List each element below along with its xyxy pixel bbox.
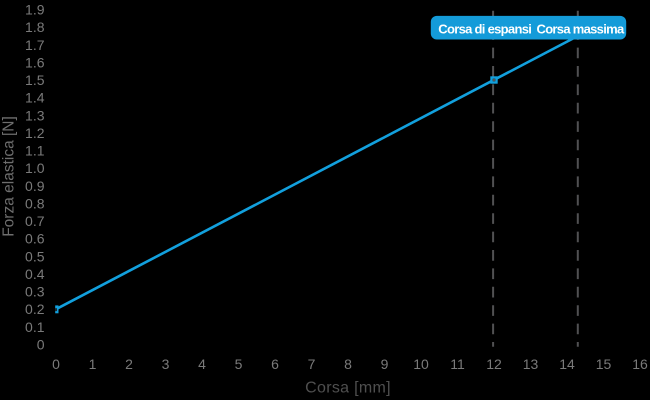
svg-text:0.2: 0.2 xyxy=(25,301,45,317)
svg-text:10: 10 xyxy=(413,356,429,372)
svg-text:12: 12 xyxy=(486,356,502,372)
svg-text:3: 3 xyxy=(162,356,170,372)
svg-text:0.6: 0.6 xyxy=(25,231,45,247)
svg-text:1.7: 1.7 xyxy=(25,37,45,53)
svg-text:1.6: 1.6 xyxy=(25,54,45,70)
svg-text:2: 2 xyxy=(125,356,133,372)
svg-text:1.1: 1.1 xyxy=(25,143,45,159)
svg-text:0.5: 0.5 xyxy=(25,248,45,264)
svg-text:0: 0 xyxy=(52,356,60,372)
svg-text:0.8: 0.8 xyxy=(25,196,45,212)
svg-text:1.8: 1.8 xyxy=(25,19,45,35)
svg-text:1: 1 xyxy=(89,356,97,372)
svg-text:Forza elastica [N]: Forza elastica [N] xyxy=(1,116,18,237)
svg-text:Corsa massima: Corsa massima xyxy=(537,22,625,37)
svg-text:5: 5 xyxy=(235,356,243,372)
svg-text:0.7: 0.7 xyxy=(25,213,45,229)
svg-text:8: 8 xyxy=(344,356,352,372)
svg-text:1.0: 1.0 xyxy=(25,160,45,176)
svg-text:0.3: 0.3 xyxy=(25,284,45,300)
svg-text:6: 6 xyxy=(271,356,279,372)
svg-text:Corsa di espansi: Corsa di espansi xyxy=(438,22,531,37)
svg-text:0: 0 xyxy=(37,337,45,353)
svg-text:1.9: 1.9 xyxy=(25,2,45,18)
svg-text:0.4: 0.4 xyxy=(25,266,45,282)
svg-text:7: 7 xyxy=(308,356,316,372)
svg-text:1.2: 1.2 xyxy=(25,125,45,141)
svg-text:14: 14 xyxy=(559,356,575,372)
svg-text:11: 11 xyxy=(450,356,465,372)
svg-text:9: 9 xyxy=(381,356,389,372)
svg-text:Corsa [mm]: Corsa [mm] xyxy=(305,379,391,396)
svg-text:4: 4 xyxy=(198,356,206,372)
svg-text:16: 16 xyxy=(632,356,648,372)
svg-text:1.4: 1.4 xyxy=(25,90,45,106)
svg-text:13: 13 xyxy=(523,356,539,372)
svg-text:15: 15 xyxy=(596,356,612,372)
svg-text:1.5: 1.5 xyxy=(25,72,45,88)
svg-text:1.3: 1.3 xyxy=(25,107,45,123)
svg-text:0.9: 0.9 xyxy=(25,178,45,194)
svg-text:0.1: 0.1 xyxy=(25,319,45,335)
